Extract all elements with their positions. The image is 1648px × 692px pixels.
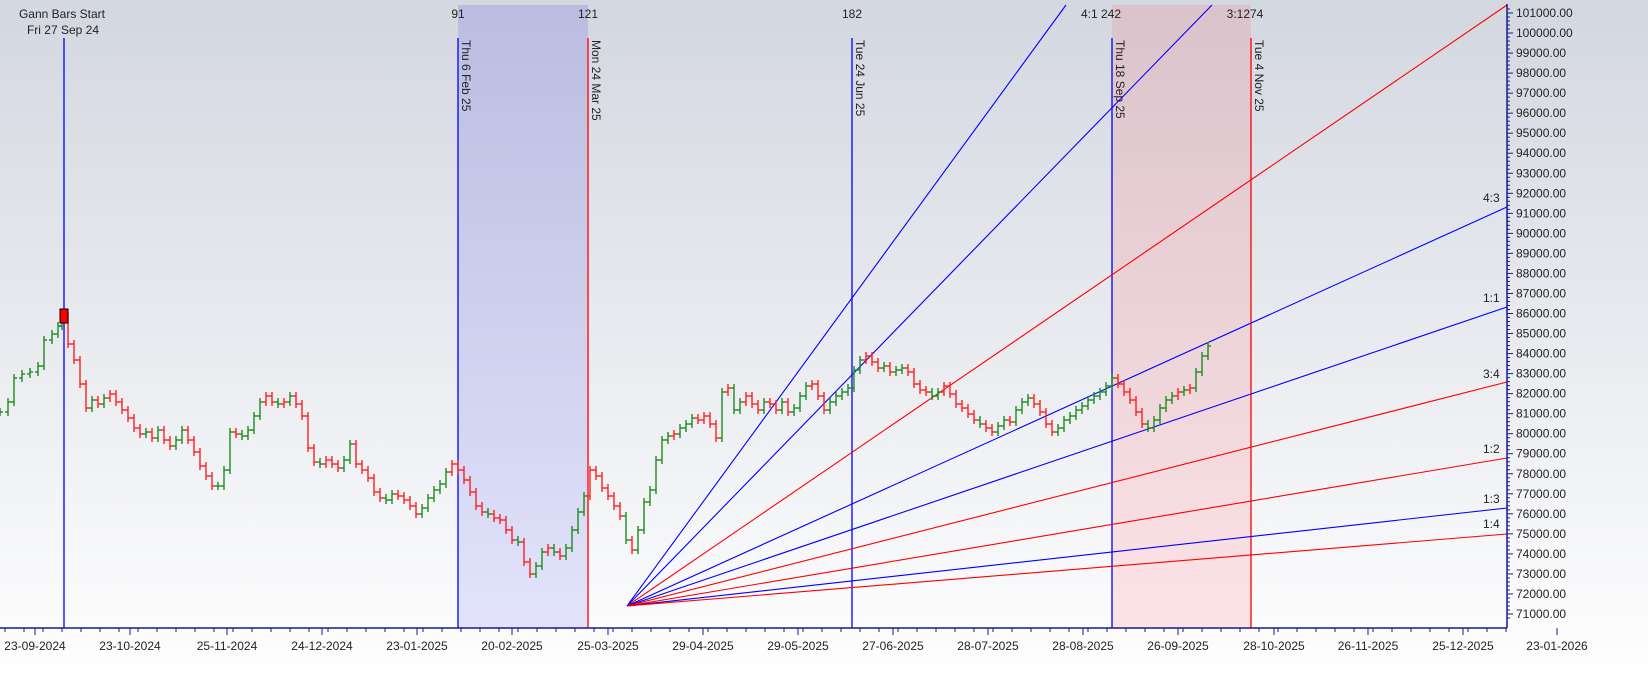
count-242: 4:1 242 (1081, 7, 1121, 21)
x-tick-label: 28-08-2025 (1052, 639, 1114, 653)
time-line-date-label: Mon 24 Mar 25 (589, 40, 603, 121)
fan-line-3-1 (626, 4, 1213, 607)
y-tick-label: 90000.00 (1516, 226, 1566, 240)
y-tick-label: 93000.00 (1516, 166, 1566, 180)
x-tick-label: 25-03-2025 (577, 639, 639, 653)
y-tick-label: 100000.00 (1516, 26, 1573, 40)
fan-line-1-4 (626, 533, 1508, 607)
fan-ratio-label: 3:4 (1483, 367, 1500, 381)
x-tick-label: 26-11-2025 (1338, 639, 1399, 653)
x-tick-label: 26-09-2025 (1147, 639, 1209, 653)
y-tick-label: 91000.00 (1516, 206, 1566, 220)
fan-line-4-1 (626, 4, 1067, 607)
fan-ratio-label: 1:1 (1483, 291, 1500, 305)
x-tick-label: 20-02-2025 (481, 639, 543, 653)
fan-line-1-3 (626, 507, 1508, 607)
y-tick-label: 96000.00 (1516, 106, 1566, 120)
y-tick-label: 76000.00 (1516, 507, 1566, 521)
y-tick-label: 74000.00 (1516, 547, 1566, 561)
y-tick-label: 87000.00 (1516, 286, 1566, 300)
fan-ratio-label: 1:2 (1483, 442, 1500, 456)
time-line-date-label: Thu 6 Feb 25 (459, 40, 473, 112)
y-tick-label: 92000.00 (1516, 186, 1566, 200)
annotations: Gann Bars Start Fri 27 Sep 24 91 121 182… (19, 7, 1264, 37)
peak-marker (59, 308, 69, 324)
y-tick-label: 71000.00 (1516, 607, 1566, 621)
y-tick-label: 98000.00 (1516, 66, 1566, 80)
gann-fan: 4:3 1:1 3:4 1:2 1:3 1:4 (626, 4, 1508, 607)
x-tick-label: 27-06-2025 (862, 639, 924, 653)
gann-start-title: Gann Bars Start (19, 7, 106, 21)
x-axis: 23-09-2024 23-10-2024 25-11-2024 24-12-2024… (0, 627, 1588, 653)
count-91: 91 (451, 7, 465, 21)
y-tick-label: 73000.00 (1516, 567, 1566, 581)
gann-start-date: Fri 27 Sep 24 (27, 23, 99, 37)
count-182: 182 (842, 7, 862, 21)
time-lines: Thu 6 Feb 25 Mon 24 Mar 25 Tue 24 Jun 25 Th… (63, 38, 1266, 628)
x-tick-label: 28-07-2025 (957, 639, 1019, 653)
y-axis: 71000.00 72000.00 73000.00 74000.00 75000.00… (1506, 4, 1573, 628)
count-274: 3:1274 (1227, 7, 1264, 21)
price-bars (0, 312, 1211, 578)
x-tick-label: 29-04-2025 (672, 639, 734, 653)
y-tick-label: 79000.00 (1516, 447, 1566, 461)
time-line-date-label: Thu 18 Sep 25 (1113, 40, 1127, 119)
fan-line-3-4 (626, 381, 1508, 607)
x-tick-label: 24-12-2024 (291, 639, 353, 653)
y-tick-label: 94000.00 (1516, 146, 1566, 160)
time-line-date-label: Tue 24 Jun 25 (853, 40, 867, 117)
y-tick-label: 84000.00 (1516, 347, 1566, 361)
fan-ratio-label: 1:4 (1483, 517, 1500, 531)
y-tick-label: 82000.00 (1516, 387, 1566, 401)
x-tick-label: 25-11-2024 (197, 639, 258, 653)
y-tick-label: 86000.00 (1516, 307, 1566, 321)
y-tick-label: 85000.00 (1516, 327, 1566, 341)
y-tick-label: 89000.00 (1516, 246, 1566, 260)
fan-ratio-label: 1:3 (1483, 492, 1500, 506)
x-tick-label: 23-01-2026 (1526, 639, 1588, 653)
y-tick-label: 75000.00 (1516, 527, 1566, 541)
y-tick-label: 80000.00 (1516, 427, 1566, 441)
y-tick-label: 77000.00 (1516, 487, 1566, 501)
fan-line-2-1 (626, 4, 1508, 607)
y-tick-label: 101000.00 (1516, 6, 1573, 20)
count-121: 121 (578, 7, 598, 21)
y-tick-label: 81000.00 (1516, 407, 1566, 421)
y-tick-label: 95000.00 (1516, 126, 1566, 140)
time-line-date-label: Tue 4 Nov 25 (1252, 40, 1266, 112)
red-time-zone (1112, 5, 1251, 628)
x-tick-label: 28-10-2025 (1243, 639, 1305, 653)
fan-ratio-label: 4:3 (1483, 191, 1500, 205)
fan-line-4-3 (626, 206, 1508, 607)
blue-time-zone (458, 5, 588, 628)
y-tick-label: 78000.00 (1516, 467, 1566, 481)
y-tick-label: 88000.00 (1516, 266, 1566, 280)
fan-line-1-2 (626, 457, 1508, 607)
y-tick-label: 83000.00 (1516, 367, 1566, 381)
y-tick-label: 72000.00 (1516, 587, 1566, 601)
x-tick-label: 23-01-2025 (386, 639, 448, 653)
x-tick-label: 29-05-2025 (767, 639, 829, 653)
x-tick-label: 25-12-2025 (1432, 639, 1494, 653)
x-tick-label: 23-09-2024 (4, 639, 66, 653)
y-tick-label: 99000.00 (1516, 46, 1566, 60)
y-tick-label: 97000.00 (1516, 86, 1566, 100)
x-tick-label: 23-10-2024 (99, 639, 161, 653)
peak-marker-box (59, 308, 69, 324)
fan-line-1-1 (626, 306, 1508, 607)
shaded-zones (458, 5, 1251, 628)
